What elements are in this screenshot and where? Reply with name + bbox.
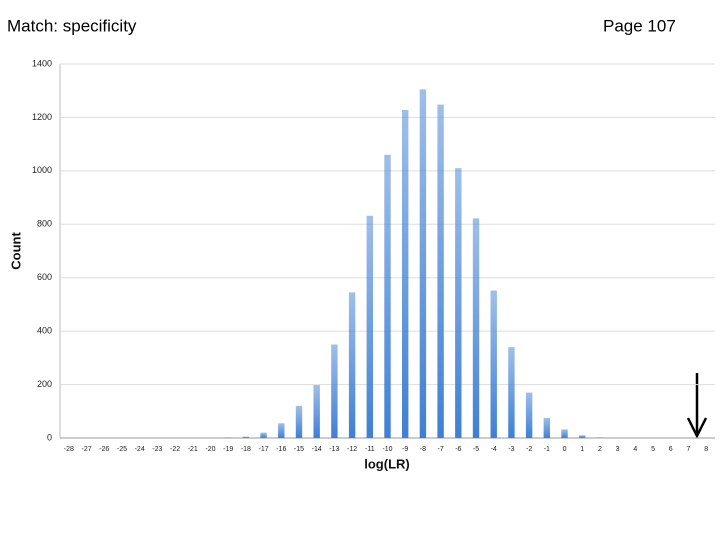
x-tick-label: -5 <box>473 446 479 453</box>
x-tick-label: 1 <box>580 446 584 453</box>
bar <box>224 437 232 438</box>
x-tick-label: -27 <box>81 446 91 453</box>
bar <box>525 392 533 438</box>
bar <box>508 347 515 438</box>
x-tick-label: -28 <box>64 446 74 453</box>
x-tick-label: 2 <box>598 446 602 453</box>
bar <box>579 435 586 438</box>
x-tick-label: 4 <box>633 446 637 453</box>
bar <box>402 109 409 438</box>
bar <box>543 417 551 438</box>
x-tick-label: -10 <box>382 446 392 453</box>
bar <box>596 437 604 438</box>
x-tick-label: 8 <box>704 446 708 453</box>
x-tick-label: 5 <box>651 446 655 453</box>
x-tick-label: -6 <box>455 446 461 453</box>
bar <box>278 423 285 438</box>
x-tick-label: -12 <box>347 446 357 453</box>
x-tick-label: 6 <box>669 446 673 453</box>
slide-title: Match: specificity <box>7 16 137 35</box>
bar <box>348 292 356 438</box>
x-tick-label: -26 <box>99 446 109 453</box>
x-tick-label: -7 <box>437 446 443 453</box>
x-tick-label: -18 <box>241 446 251 453</box>
y-tick-label: 1000 <box>32 165 52 175</box>
bar <box>490 290 497 438</box>
x-tick-label: -8 <box>420 446 426 453</box>
x-tick-label: -2 <box>526 446 532 453</box>
bar <box>455 168 462 438</box>
x-tick-label: -3 <box>508 446 514 453</box>
y-tick-label: 1200 <box>32 112 52 122</box>
x-tick-label: 7 <box>686 446 690 453</box>
x-tick-label: -13 <box>329 446 339 453</box>
x-tick-label: -20 <box>205 446 215 453</box>
bar <box>260 432 267 438</box>
x-tick-label: -11 <box>365 446 375 453</box>
bar <box>242 436 250 438</box>
x-tick-label: -15 <box>294 446 304 453</box>
bar <box>561 429 568 438</box>
x-tick-label: -9 <box>402 446 408 453</box>
x-tick-label: -17 <box>259 446 269 453</box>
bar <box>313 385 320 438</box>
x-tick-label: -16 <box>276 446 286 453</box>
page-number: Page 107 <box>603 16 676 35</box>
x-tick-label: -24 <box>135 446 145 453</box>
x-tick-label: 0 <box>563 446 567 453</box>
y-tick-label: 0 <box>47 432 52 442</box>
bar <box>331 344 338 438</box>
x-tick-label: -14 <box>312 446 322 453</box>
x-tick-label: -21 <box>188 446 198 453</box>
bar <box>295 405 303 438</box>
x-tick-label: -4 <box>491 446 497 453</box>
arrow-annotation <box>686 373 708 439</box>
x-tick-label: 3 <box>616 446 620 453</box>
bar <box>366 215 373 438</box>
x-tick-label: -22 <box>170 446 180 453</box>
y-tick-label: 600 <box>37 272 52 282</box>
x-tick-label: -1 <box>544 446 550 453</box>
y-axis-title: Count <box>8 232 23 270</box>
bar <box>472 218 480 438</box>
bar <box>419 89 427 438</box>
y-tick-label: 800 <box>37 219 52 229</box>
x-axis-title: log(LR) <box>364 456 409 471</box>
y-tick-label: 200 <box>37 379 52 389</box>
y-tick-label: 400 <box>37 326 52 336</box>
x-tick-label: -23 <box>152 446 162 453</box>
x-tick-label: -25 <box>117 446 127 453</box>
y-tick-label: 1400 <box>32 58 52 68</box>
x-tick-label: -19 <box>223 446 233 453</box>
bar <box>384 154 391 439</box>
bar <box>437 104 444 438</box>
